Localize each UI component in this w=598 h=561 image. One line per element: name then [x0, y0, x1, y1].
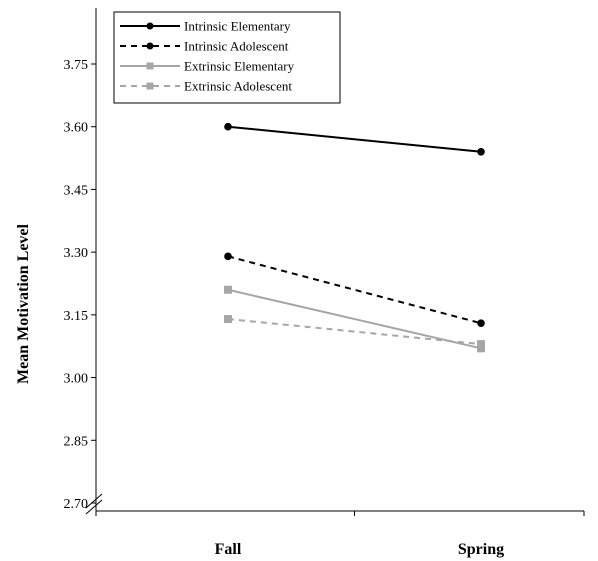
legend-label: Extrinsic Adolescent [184, 79, 292, 94]
data-point [224, 122, 232, 131]
series-line [227, 318, 482, 346]
axis-break-mark [85, 499, 103, 515]
data-point [224, 315, 232, 324]
legend-swatch-marker [146, 82, 154, 90]
x-tick-label: Spring [458, 541, 504, 558]
y-tick-label: 3.15 [64, 309, 89, 324]
y-tick-label: 3.30 [64, 246, 89, 261]
y-tick-label: 2.70 [64, 497, 89, 512]
data-point [477, 340, 485, 349]
y-tick-label: 3.75 [64, 58, 89, 73]
series-line [227, 288, 482, 350]
data-point [477, 148, 485, 156]
series-lines [227, 125, 482, 350]
y-tick-label: 3.60 [64, 121, 89, 136]
y-axis-label: Mean Motivation Level [15, 223, 32, 384]
legend-swatch-marker [146, 22, 154, 30]
axis-break-mark [85, 493, 103, 509]
y-tick-label: 2.85 [64, 434, 89, 449]
axes: 2.70 2.85 3.00 3.15 3.30 3.45 3.60 3.75 Fall Spri… [64, 8, 585, 558]
data-point [477, 319, 485, 328]
legend: Intrinsic Elementary Intrinsic Adolescent… [113, 11, 341, 104]
series-line [227, 125, 482, 153]
series-markers [224, 122, 485, 353]
y-tick-label: 3.00 [64, 372, 89, 387]
legend-label: Intrinsic Adolescent [184, 39, 289, 54]
legend-label: Extrinsic Elementary [184, 59, 295, 74]
data-point [477, 344, 485, 353]
legend-swatch-marker [146, 42, 154, 50]
legend-label: Intrinsic Elementary [184, 19, 291, 34]
y-tick-label: 3.45 [64, 183, 89, 198]
data-point [224, 285, 232, 294]
series-line [227, 255, 482, 325]
x-tick-label: Fall [215, 541, 242, 558]
data-point [224, 252, 232, 261]
legend-swatch-marker [146, 62, 154, 70]
